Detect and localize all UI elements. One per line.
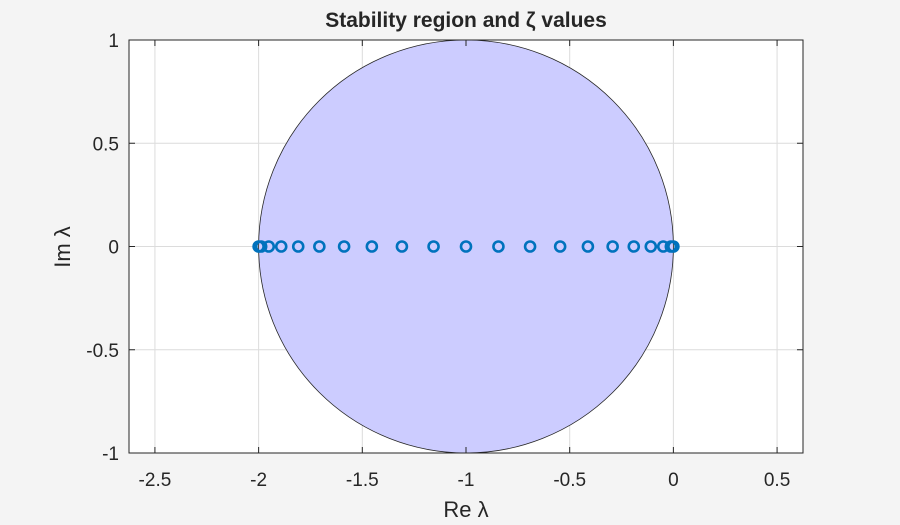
stability-region	[258, 39, 674, 454]
y-tick-label: -0.5	[86, 341, 119, 362]
x-axis-label: Re λ	[443, 497, 488, 522]
zeta-marker	[656, 240, 670, 253]
ticks	[129, 39, 803, 454]
zeta-marker	[313, 240, 326, 253]
zeta-marker	[664, 240, 678, 253]
chart-title: Stability region and ζ values	[325, 9, 607, 32]
zeta-marker	[291, 240, 305, 253]
zeta-marker	[427, 240, 440, 253]
zeta-marker	[459, 240, 473, 253]
stability-region-circle	[258, 39, 674, 454]
zeta-marker	[627, 240, 641, 253]
x-tick-label: -1.5	[346, 470, 379, 491]
zeta-marker	[606, 240, 619, 253]
x-tick-label: -2	[250, 470, 267, 491]
y-tick-labels: -1 -0.5 0 0.5 1	[86, 31, 119, 465]
y-tick-label: 0	[108, 238, 119, 259]
x-tick-label: 0.5	[764, 470, 790, 491]
zeta-markers	[252, 240, 680, 253]
y-tick-label: 1	[108, 31, 119, 52]
x-tick-label: -1	[458, 470, 475, 491]
zeta-marker	[644, 240, 658, 253]
zeta-marker	[365, 240, 379, 253]
zeta-marker	[274, 240, 288, 253]
x-tick-label: -0.5	[553, 470, 586, 491]
y-tick-label: 0.5	[93, 134, 119, 155]
zeta-marker	[492, 240, 505, 253]
zeta-marker	[553, 240, 567, 253]
zeta-marker	[337, 240, 351, 253]
x-tick-label: 0	[668, 470, 679, 491]
y-tick-label: -1	[102, 444, 119, 465]
zeta-marker	[395, 240, 409, 253]
zeta-marker	[252, 240, 265, 253]
y-axis-label: Im λ	[50, 226, 75, 268]
x-tick-labels: -2.5 -2 -1.5 -1 -0.5 0 0.5	[139, 470, 791, 491]
plot-axes	[128, 39, 804, 454]
x-tick-label: -2.5	[139, 470, 172, 491]
zeta-marker	[523, 240, 537, 253]
zeta-marker	[581, 240, 595, 253]
